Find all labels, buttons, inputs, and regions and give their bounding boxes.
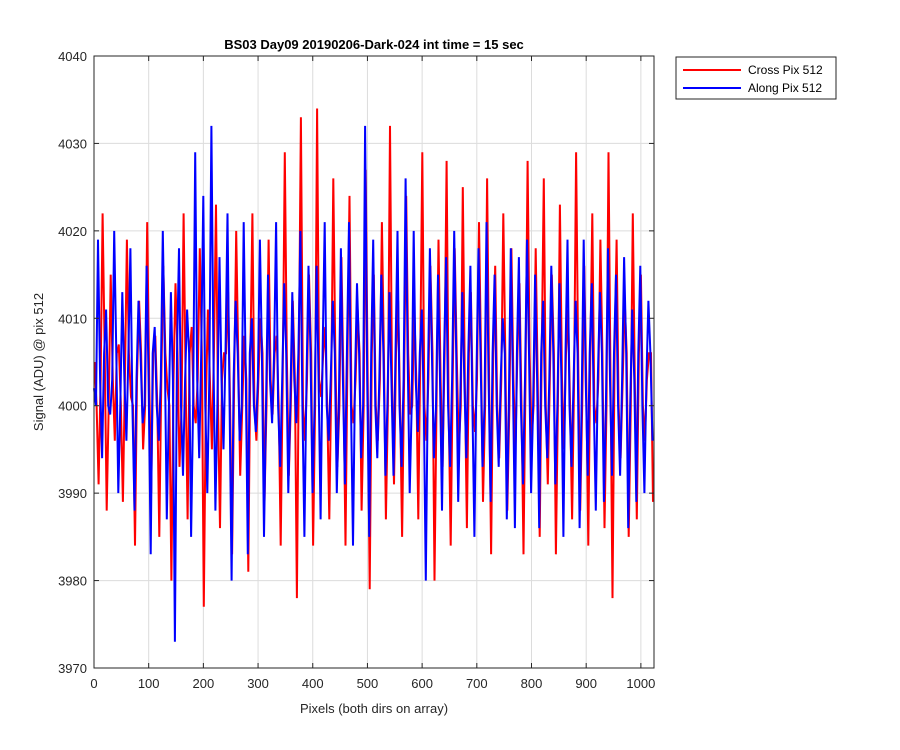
x-tick-label: 500 (357, 676, 379, 691)
x-tick-label: 200 (193, 676, 215, 691)
plot-area-frame (93, 55, 655, 669)
x-tick-label: 700 (466, 676, 488, 691)
legend-box (675, 56, 837, 100)
x-tick-label: 0 (90, 676, 97, 691)
x-tick-label: 100 (138, 676, 160, 691)
x-axis-label: Pixels (both dirs on array) (300, 701, 448, 716)
y-tick-label: 3980 (58, 574, 87, 589)
x-tick-label: 900 (575, 676, 597, 691)
series-layer (93, 108, 654, 642)
legend-label-cross: Cross Pix 512 (748, 63, 823, 77)
y-tick-label: 4030 (58, 136, 87, 151)
y-tick-label: 4010 (58, 311, 87, 326)
legend: Cross Pix 512 Along Pix 512 (675, 56, 837, 100)
x-tick-label: 600 (411, 676, 433, 691)
x-tick-label: 400 (302, 676, 324, 691)
x-tick-label: 1000 (626, 676, 655, 691)
y-tick-label: 3990 (58, 486, 87, 501)
x-tick-label: 300 (247, 676, 269, 691)
chart-title: BS03 Day09 20190206-Dark-024 int time = … (224, 37, 524, 52)
y-axis-label: Signal (ADU) @ pix 512 (31, 293, 46, 431)
series-line-along-pix-512 (93, 125, 654, 642)
y-tick-label: 3970 (58, 661, 87, 676)
y-tick-label: 4000 (58, 399, 87, 414)
x-tick-label: 800 (521, 676, 543, 691)
legend-label-along: Along Pix 512 (748, 81, 822, 95)
y-tick-label: 4040 (58, 49, 87, 64)
axes: 0 100 200 300 400 500 600 700 800 900 1000 3970 3980… (58, 49, 655, 691)
y-tick-label: 4020 (58, 224, 87, 239)
